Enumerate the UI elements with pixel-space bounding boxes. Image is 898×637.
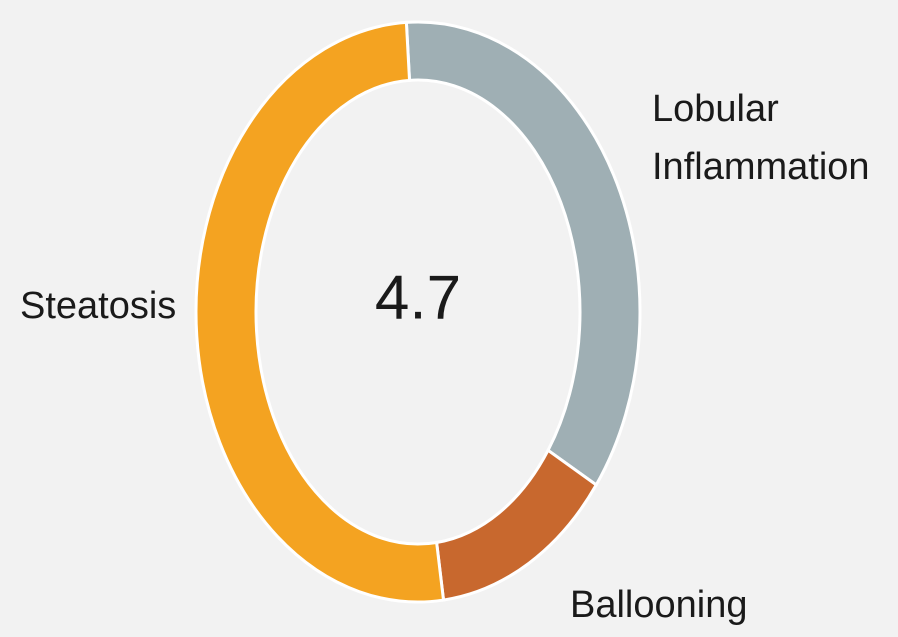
donut-segment (404, 20, 642, 488)
center-label: 4.7 (375, 263, 461, 332)
category-label: Lobular Inflammation (652, 88, 870, 188)
category-label: Steatosis (20, 285, 177, 327)
donut-segment (194, 20, 446, 604)
category-label: Ballooning (570, 584, 748, 626)
